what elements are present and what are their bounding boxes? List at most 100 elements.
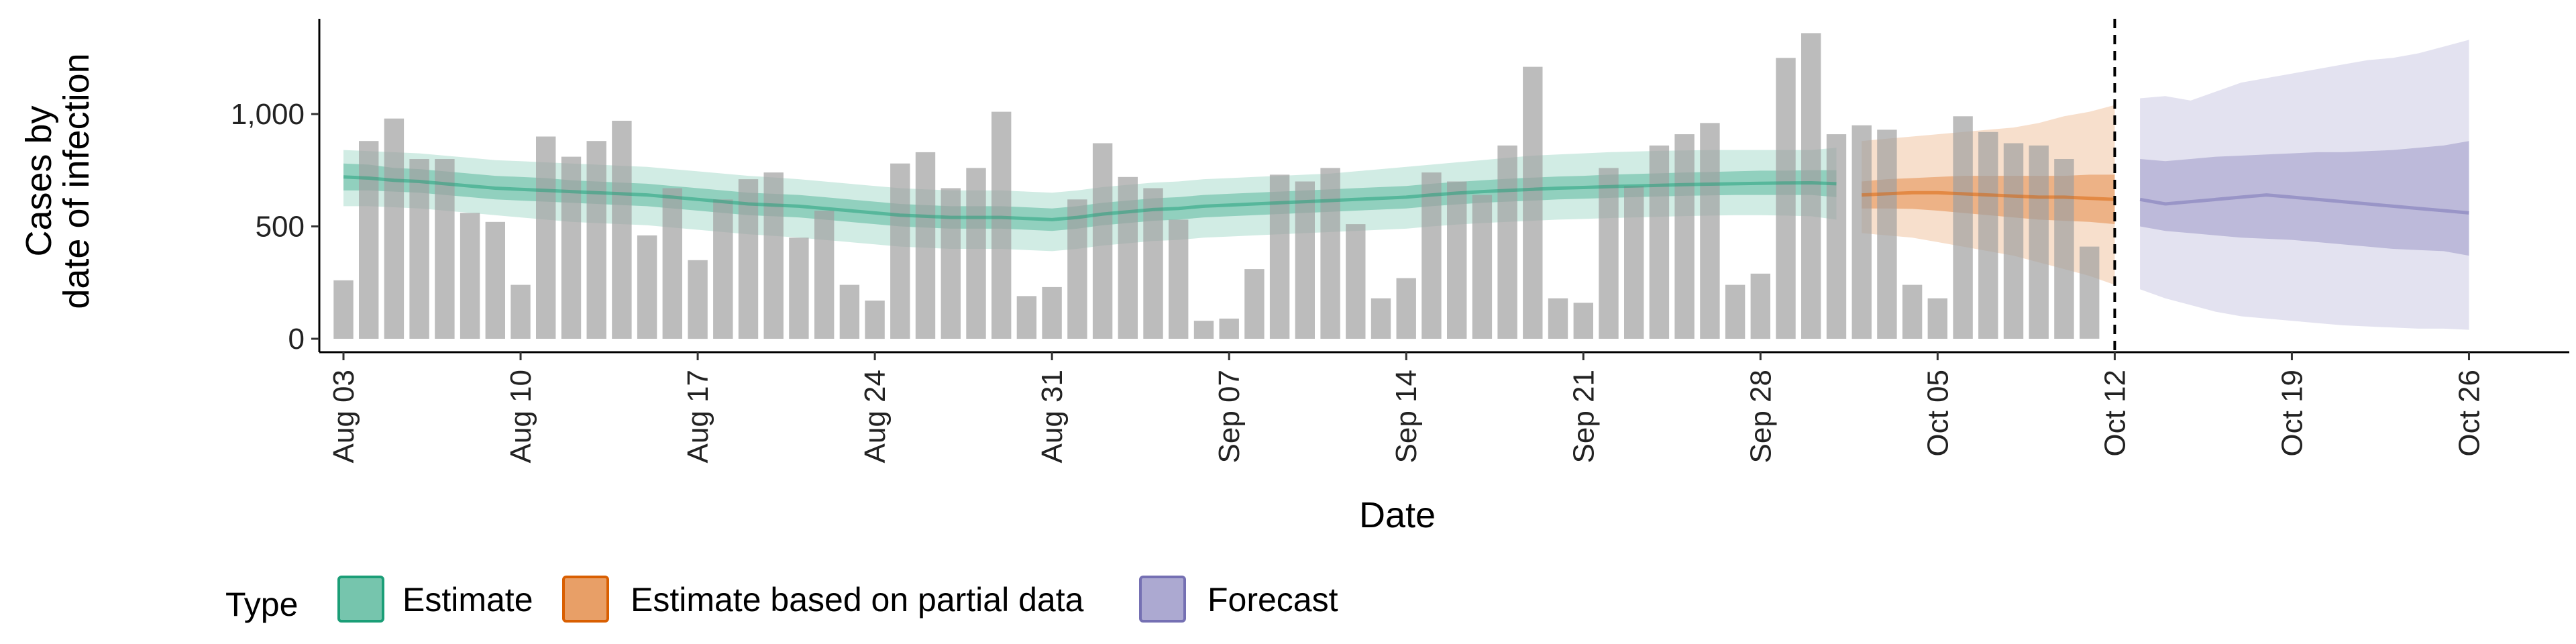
bar-day-2 bbox=[384, 118, 405, 339]
legend-label: Estimate based on partial data bbox=[631, 581, 1084, 619]
legend-key-estimate bbox=[337, 576, 384, 623]
bar-day-30 bbox=[1092, 143, 1113, 339]
bar-day-8 bbox=[536, 136, 556, 339]
y-axis-title-line: Cases by bbox=[19, 105, 59, 256]
bar-day-31 bbox=[1118, 176, 1138, 339]
bar-day-69 bbox=[2080, 246, 2100, 339]
bar-day-42 bbox=[1396, 278, 1416, 339]
bar-day-9 bbox=[561, 156, 582, 339]
x-tick-label: Sep 14 bbox=[1390, 370, 1423, 463]
bar-day-63 bbox=[1927, 298, 1947, 339]
bar-day-52 bbox=[1649, 145, 1670, 339]
bar-day-64 bbox=[1953, 116, 1973, 339]
legend-title: Type bbox=[225, 586, 298, 623]
x-tick-label: Aug 31 bbox=[1036, 370, 1069, 463]
bar-day-25 bbox=[966, 168, 986, 339]
bar-day-53 bbox=[1674, 134, 1695, 339]
bar-day-35 bbox=[1219, 318, 1239, 339]
y-axis-title-line: date of infection bbox=[56, 53, 97, 309]
bar-day-48 bbox=[1548, 298, 1568, 339]
bar-day-26 bbox=[991, 111, 1012, 339]
bar-day-11 bbox=[612, 121, 632, 339]
bar-day-57 bbox=[1776, 58, 1796, 339]
bar-day-59 bbox=[1826, 134, 1847, 339]
bar-day-62 bbox=[1902, 284, 1923, 339]
bar-day-7 bbox=[511, 284, 531, 339]
x-tick-label: Aug 24 bbox=[859, 370, 892, 463]
bar-day-68 bbox=[2054, 159, 2074, 339]
bar-day-21 bbox=[865, 301, 885, 339]
bar-day-18 bbox=[789, 237, 809, 339]
bar-day-50 bbox=[1599, 168, 1619, 339]
y-tick-label: 0 bbox=[288, 323, 305, 356]
bar-day-33 bbox=[1169, 219, 1189, 339]
median-lines bbox=[343, 175, 2469, 221]
x-tick-label: Aug 10 bbox=[504, 370, 537, 463]
bar-day-56 bbox=[1750, 273, 1770, 339]
bar-day-13 bbox=[662, 188, 682, 339]
bar-day-24 bbox=[941, 188, 961, 339]
bar-day-65 bbox=[1978, 131, 1998, 339]
x-tick-label: Aug 17 bbox=[682, 370, 714, 463]
bar-day-4 bbox=[435, 159, 455, 339]
bar-day-6 bbox=[485, 221, 505, 339]
bar-day-23 bbox=[915, 152, 936, 339]
band-outer-forecast bbox=[2140, 40, 2469, 330]
bar-day-32 bbox=[1143, 188, 1163, 339]
bar-day-28 bbox=[1042, 286, 1062, 339]
median-line-estimate bbox=[343, 175, 1837, 221]
bar-day-27 bbox=[1016, 296, 1037, 339]
bar-day-47 bbox=[1523, 66, 1543, 339]
x-tick-label: Sep 21 bbox=[1567, 370, 1600, 463]
bar-day-12 bbox=[637, 235, 657, 339]
x-tick-label: Oct 12 bbox=[2098, 370, 2131, 457]
bar-day-19 bbox=[814, 211, 835, 339]
bar-day-20 bbox=[839, 284, 860, 339]
bar-day-39 bbox=[1320, 168, 1340, 339]
bar-day-58 bbox=[1801, 33, 1821, 339]
y-tick-label: 1,000 bbox=[231, 98, 305, 131]
bar-day-36 bbox=[1244, 269, 1265, 339]
bar-day-34 bbox=[1193, 321, 1214, 339]
bar-day-1 bbox=[359, 141, 379, 339]
y-tick-label: 500 bbox=[256, 211, 305, 244]
bar-day-3 bbox=[409, 159, 429, 339]
x-tick-label: Sep 28 bbox=[1744, 370, 1777, 463]
x-tick-label: Sep 07 bbox=[1213, 370, 1246, 463]
legend-key-forecast bbox=[1139, 576, 1186, 623]
x-tick-label: Aug 03 bbox=[327, 370, 360, 463]
bar-day-51 bbox=[1624, 186, 1644, 339]
bar-day-44 bbox=[1447, 181, 1467, 339]
bar-day-43 bbox=[1421, 172, 1442, 339]
bar-day-60 bbox=[1851, 125, 1872, 339]
bar-day-61 bbox=[1877, 129, 1897, 339]
bar-day-37 bbox=[1269, 174, 1290, 339]
bar-day-10 bbox=[586, 141, 606, 339]
median-line-forecast bbox=[2139, 193, 2469, 215]
bar-day-38 bbox=[1295, 181, 1315, 339]
bar-day-41 bbox=[1371, 298, 1391, 339]
bar-day-67 bbox=[2029, 145, 2049, 339]
bar-day-55 bbox=[1725, 284, 1746, 339]
bar-day-0 bbox=[333, 280, 354, 339]
bar-day-5 bbox=[460, 213, 480, 339]
bar-day-40 bbox=[1346, 224, 1366, 339]
legend-label: Estimate bbox=[402, 581, 533, 619]
bar-day-45 bbox=[1472, 195, 1493, 339]
bar-day-46 bbox=[1497, 145, 1517, 339]
legend-key-estimate-based-on-partial-data bbox=[562, 576, 609, 623]
bar-day-29 bbox=[1067, 199, 1087, 339]
median-line-estimate-based-on-partial-data bbox=[1862, 191, 2115, 201]
bar-day-15 bbox=[713, 199, 733, 339]
bar-day-49 bbox=[1573, 303, 1593, 339]
bar-day-66 bbox=[2003, 143, 2024, 339]
legend-label: Forecast bbox=[1208, 581, 1338, 619]
bar-day-14 bbox=[688, 260, 708, 339]
x-tick-label: Oct 05 bbox=[1921, 370, 1954, 457]
bar-day-22 bbox=[890, 163, 910, 339]
axes: 0 500 1,000 Aug 03 Aug 10 Aug 17 Aug 24 Aug 31 S… bbox=[19, 19, 2569, 535]
bar-day-17 bbox=[763, 172, 784, 339]
bar-day-54 bbox=[1700, 123, 1720, 339]
x-axis-title: Date bbox=[1359, 495, 1436, 535]
